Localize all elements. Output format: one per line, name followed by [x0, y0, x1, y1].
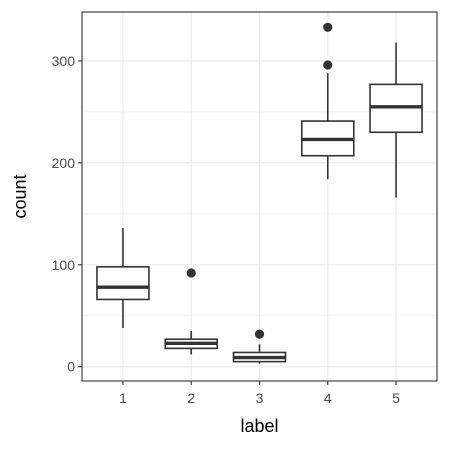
outlier-point: [254, 329, 265, 339]
x-axis-title: label: [240, 416, 278, 436]
y-tick-label: 300: [52, 53, 76, 69]
box-5: [369, 42, 423, 198]
box-4: [300, 22, 355, 180]
y-tick-label: 200: [52, 155, 76, 171]
box-1: [96, 228, 150, 328]
x-tick-label: 5: [392, 390, 400, 406]
outlier-point: [323, 60, 333, 70]
y-axis-title: count: [10, 174, 30, 218]
x-tick-label: 2: [187, 390, 195, 406]
box-layer: [96, 22, 423, 364]
grid-lines: [82, 12, 437, 381]
x-tick-label: 3: [256, 390, 264, 406]
outlier-point: [186, 268, 196, 278]
x-tick-label: 1: [119, 390, 127, 406]
y-tick-label: 0: [67, 359, 75, 375]
box-iqr: [96, 266, 150, 301]
axes-layer: 0 100 200 300 1 2 3 4 5: [52, 53, 400, 406]
y-tick-label: 100: [52, 257, 76, 273]
box-3: [232, 329, 287, 364]
outlier-point: [323, 22, 333, 32]
box-2: [164, 268, 219, 355]
x-tick-label: 4: [324, 390, 332, 406]
